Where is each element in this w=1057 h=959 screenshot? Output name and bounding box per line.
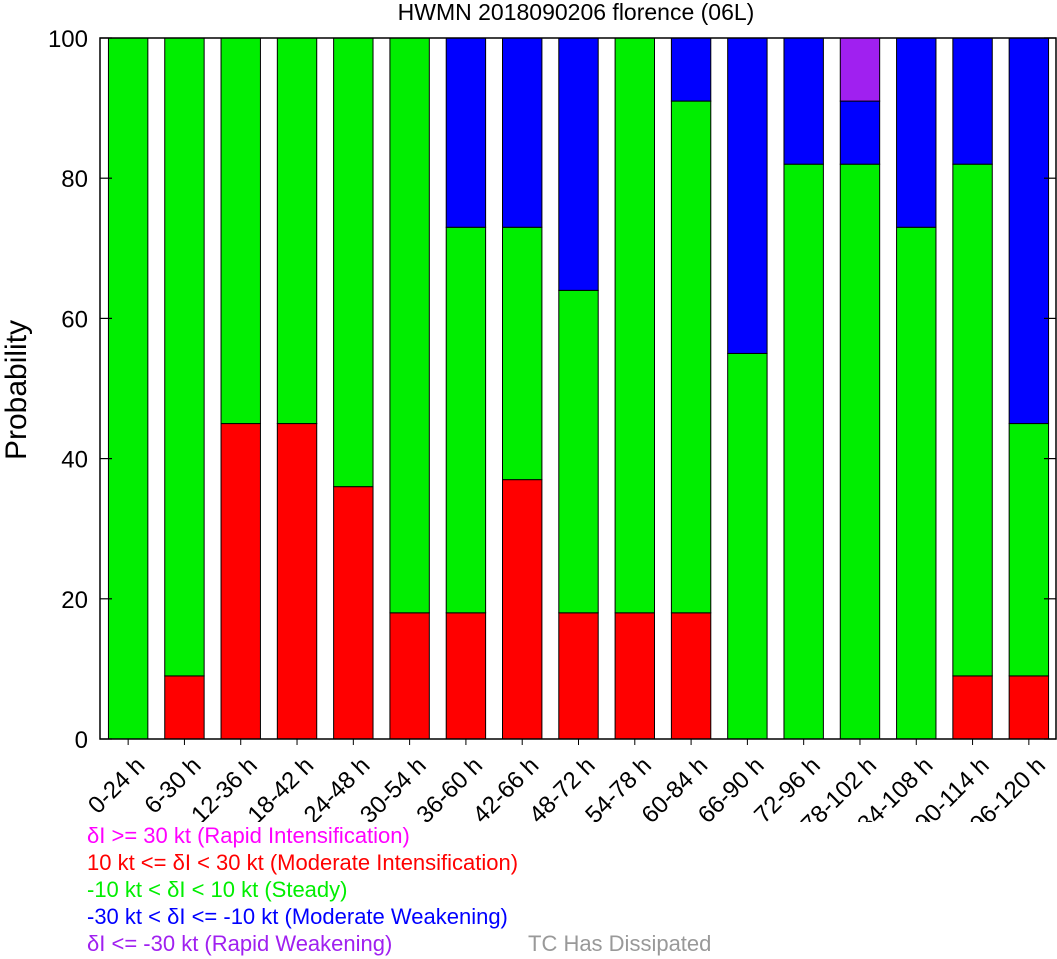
x-tick-label: 0-24 h — [83, 752, 150, 819]
bar-segment-10-2 — [670, 100, 712, 614]
y-tick-label: 80 — [61, 166, 88, 193]
y-tick-label: 100 — [48, 26, 88, 53]
bar-segment-9-1 — [614, 612, 655, 740]
bar-segment-15-3 — [952, 37, 993, 165]
bar-segment-13-4 — [839, 37, 881, 102]
bar-segment-1-2 — [164, 37, 205, 677]
bar-segment-1-1 — [164, 675, 205, 740]
bar-segment-5-2 — [389, 37, 430, 614]
legend-entry: -30 kt < δI <= -10 kt (Moderate Weakenin… — [87, 904, 508, 929]
dissipated-annotation: TC Has Dissipated — [528, 931, 712, 956]
bar-segment-5-1 — [389, 612, 430, 740]
bar-segment-3-1 — [276, 423, 318, 740]
bar-segment-7-1 — [502, 479, 543, 740]
bar-segment-3-2 — [276, 37, 318, 425]
bar-segment-15-1 — [952, 675, 993, 740]
legend-entry: δI >= 30 kt (Rapid Intensification) — [87, 823, 410, 848]
bar-segment-15-2 — [952, 163, 993, 677]
bar-segment-10-1 — [670, 612, 712, 740]
bar-segment-11-2 — [727, 352, 768, 740]
y-tick-label: 40 — [61, 447, 88, 474]
plot-frame — [99, 37, 1057, 740]
bar-segment-2-2 — [220, 37, 261, 425]
legend-entry: -10 kt < δI < 10 kt (Steady) — [87, 877, 348, 902]
bar-segment-14-3 — [896, 37, 937, 228]
bar-segment-13-2 — [839, 163, 881, 740]
bar-segment-12-2 — [783, 163, 824, 740]
bar-segment-0-2 — [107, 37, 149, 740]
bar-segment-4-2 — [333, 37, 374, 488]
bar-segment-14-2 — [896, 226, 937, 740]
y-axis-label: Probability — [0, 320, 33, 460]
chart: HWMN 2018090206 florence (06L) Probabili… — [0, 0, 1057, 822]
y-tick-label: 0 — [75, 727, 88, 754]
bar-segment-8-2 — [558, 289, 599, 614]
y-tick-label: 20 — [61, 587, 88, 614]
bar-segment-16-1 — [1008, 675, 1050, 740]
bar-segment-2-1 — [220, 423, 261, 740]
bar-segment-4-1 — [333, 486, 374, 740]
bars-layer — [107, 37, 1050, 740]
bar-segment-7-3 — [502, 37, 543, 228]
bar-segment-16-3 — [1008, 37, 1050, 425]
bar-segment-11-3 — [727, 37, 768, 354]
bar-segment-16-2 — [1008, 423, 1050, 677]
bar-segment-9-2 — [614, 37, 655, 614]
bar-segment-6-3 — [445, 37, 487, 228]
legend: δI >= 30 kt (Rapid Intensification) 10 kt… — [87, 822, 518, 957]
legend-entry: 10 kt <= δI < 30 kt (Moderate Intensific… — [87, 850, 519, 875]
bar-segment-10-3 — [670, 37, 712, 102]
bar-segment-12-3 — [783, 37, 824, 165]
y-tick-label: 60 — [61, 306, 88, 333]
bar-segment-6-1 — [445, 612, 487, 740]
bar-segment-6-2 — [445, 226, 487, 614]
legend-entry: δI <= -30 kt (Rapid Weakening) — [87, 931, 393, 956]
bar-segment-8-1 — [558, 612, 599, 740]
chart-title: HWMN 2018090206 florence (06L) — [398, 0, 755, 25]
bar-segment-13-3 — [839, 100, 881, 165]
bar-segment-8-3 — [558, 37, 599, 291]
bar-segment-7-2 — [502, 226, 543, 481]
